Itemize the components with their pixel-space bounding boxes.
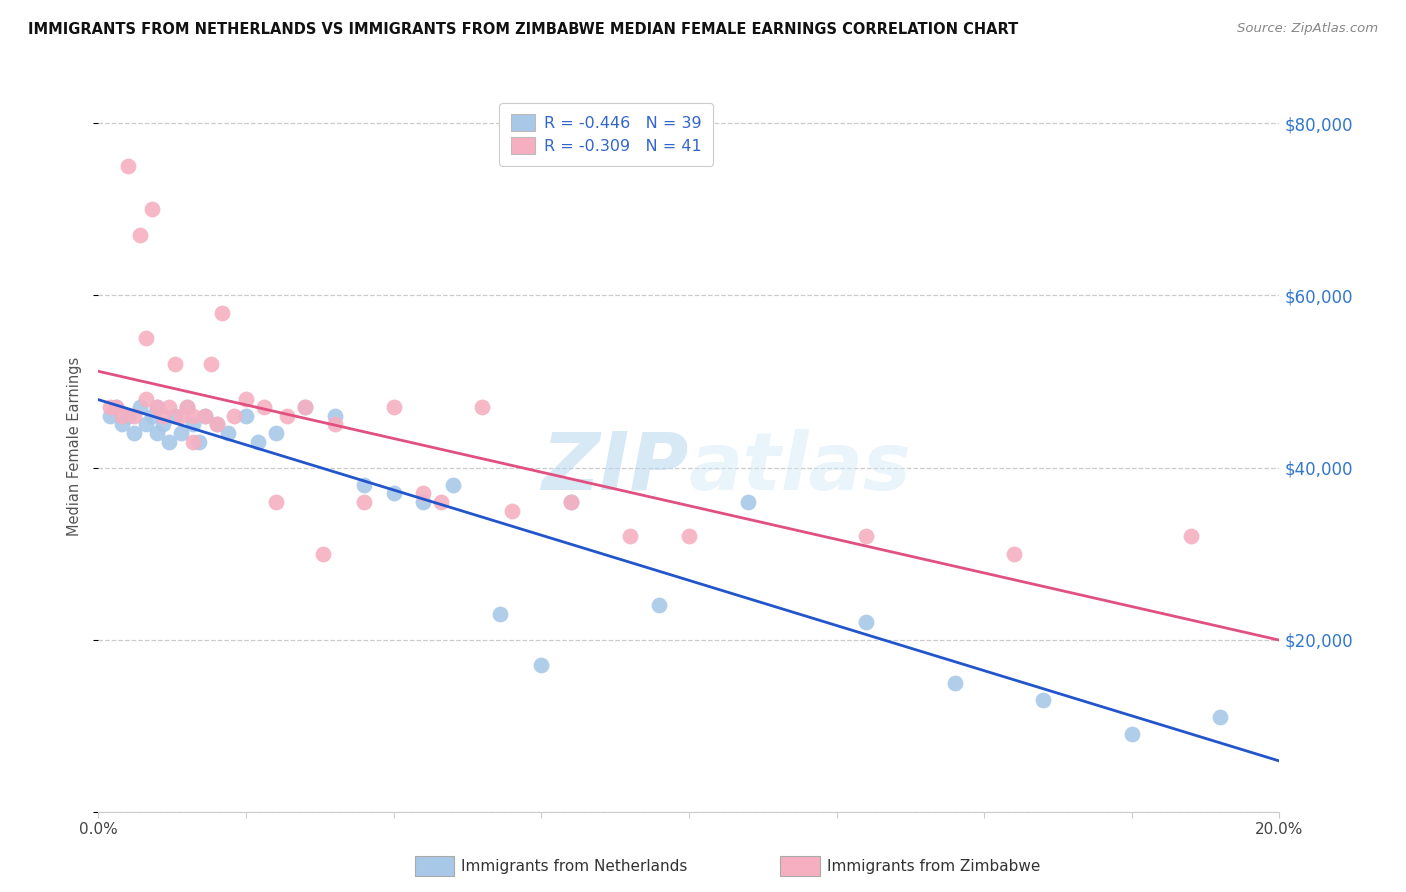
Point	[187, 434, 209, 449]
Point	[200, 357, 222, 371]
Text: Source: ZipAtlas.com: Source: ZipAtlas.com	[1237, 22, 1378, 36]
Point	[353, 495, 375, 509]
Point	[105, 401, 128, 415]
Point	[323, 409, 346, 423]
Point	[353, 477, 375, 491]
Point	[194, 409, 217, 423]
Point	[224, 409, 246, 423]
Point	[98, 409, 121, 423]
Point	[619, 529, 641, 543]
Point	[141, 409, 163, 423]
Point	[105, 401, 128, 415]
Point	[235, 392, 257, 406]
Point	[430, 495, 453, 509]
Point	[217, 426, 239, 441]
Point	[146, 401, 169, 415]
Point	[205, 417, 228, 432]
Point	[157, 401, 180, 415]
Point	[1180, 529, 1202, 543]
Point	[176, 401, 198, 415]
Point	[312, 547, 335, 561]
Point	[253, 401, 276, 415]
Text: IMMIGRANTS FROM NETHERLANDS VS IMMIGRANTS FROM ZIMBABWE MEDIAN FEMALE EARNINGS C: IMMIGRANTS FROM NETHERLANDS VS IMMIGRANT…	[28, 22, 1018, 37]
Point	[489, 607, 512, 621]
Point	[152, 409, 174, 423]
Point	[135, 392, 157, 406]
Text: ZIP: ZIP	[541, 429, 689, 507]
Point	[560, 495, 582, 509]
Point	[170, 409, 193, 423]
Point	[98, 401, 121, 415]
Point	[648, 598, 671, 612]
Point	[560, 495, 582, 509]
Point	[235, 409, 257, 423]
Point	[1121, 727, 1143, 741]
Point	[146, 426, 169, 441]
Text: atlas: atlas	[689, 429, 911, 507]
Point	[111, 409, 134, 423]
Point	[135, 417, 157, 432]
Point	[141, 202, 163, 217]
Point	[441, 477, 464, 491]
Point	[412, 495, 434, 509]
Point	[264, 426, 287, 441]
Point	[135, 331, 157, 345]
Point	[382, 486, 405, 500]
Point	[111, 417, 134, 432]
Point	[530, 658, 553, 673]
Point	[471, 401, 494, 415]
Point	[501, 503, 523, 517]
Y-axis label: Median Female Earnings: Median Female Earnings	[67, 357, 83, 535]
Point	[181, 409, 204, 423]
Point	[165, 357, 187, 371]
Point	[176, 401, 198, 415]
Point	[128, 228, 150, 243]
Point	[412, 486, 434, 500]
Point	[152, 417, 174, 432]
Point	[737, 495, 759, 509]
Point	[294, 401, 316, 415]
Legend: R = -0.446   N = 39, R = -0.309   N = 41: R = -0.446 N = 39, R = -0.309 N = 41	[499, 103, 713, 166]
Point	[943, 675, 966, 690]
Point	[264, 495, 287, 509]
Point	[128, 401, 150, 415]
Point	[294, 401, 316, 415]
Point	[211, 305, 233, 319]
Point	[165, 409, 187, 423]
Point	[855, 615, 877, 630]
Point	[1032, 693, 1054, 707]
Point	[117, 159, 139, 173]
Point	[382, 401, 405, 415]
Point	[276, 409, 298, 423]
Point	[146, 401, 169, 415]
Point	[246, 434, 269, 449]
Point	[170, 426, 193, 441]
Point	[205, 417, 228, 432]
Point	[122, 426, 145, 441]
Point	[181, 417, 204, 432]
Point	[117, 409, 139, 423]
Point	[181, 434, 204, 449]
Point	[194, 409, 217, 423]
Point	[122, 409, 145, 423]
Point	[323, 417, 346, 432]
Point	[1209, 710, 1232, 724]
Text: Immigrants from Netherlands: Immigrants from Netherlands	[461, 859, 688, 873]
Point	[855, 529, 877, 543]
Point	[678, 529, 700, 543]
Text: Immigrants from Zimbabwe: Immigrants from Zimbabwe	[827, 859, 1040, 873]
Point	[157, 434, 180, 449]
Point	[1002, 547, 1025, 561]
